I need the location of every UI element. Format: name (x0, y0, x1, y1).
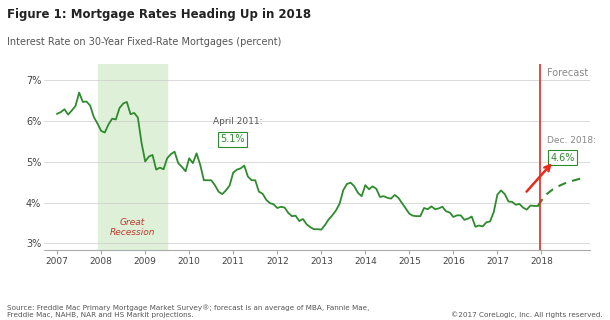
Text: Forecast: Forecast (547, 68, 588, 78)
Text: Source: Freddie Mac Primary Mortgage Market Survey®; forecast is an average of M: Source: Freddie Mac Primary Mortgage Mar… (7, 305, 370, 318)
Text: Great
Recession: Great Recession (110, 218, 155, 237)
Text: 5.1%: 5.1% (220, 134, 245, 144)
Text: Figure 1: Mortgage Rates Heading Up in 2018: Figure 1: Mortgage Rates Heading Up in 2… (7, 8, 312, 21)
Text: April 2011:: April 2011: (214, 117, 263, 126)
Text: Interest Rate on 30-Year Fixed-Rate Mortgages (percent): Interest Rate on 30-Year Fixed-Rate Mort… (7, 37, 282, 47)
Text: 4.6%: 4.6% (550, 153, 575, 163)
Text: ©2017 CoreLogic, Inc. All rights reserved.: ©2017 CoreLogic, Inc. All rights reserve… (451, 312, 603, 318)
Bar (98, 64, 167, 250)
Text: Dec. 2018:: Dec. 2018: (547, 136, 596, 145)
